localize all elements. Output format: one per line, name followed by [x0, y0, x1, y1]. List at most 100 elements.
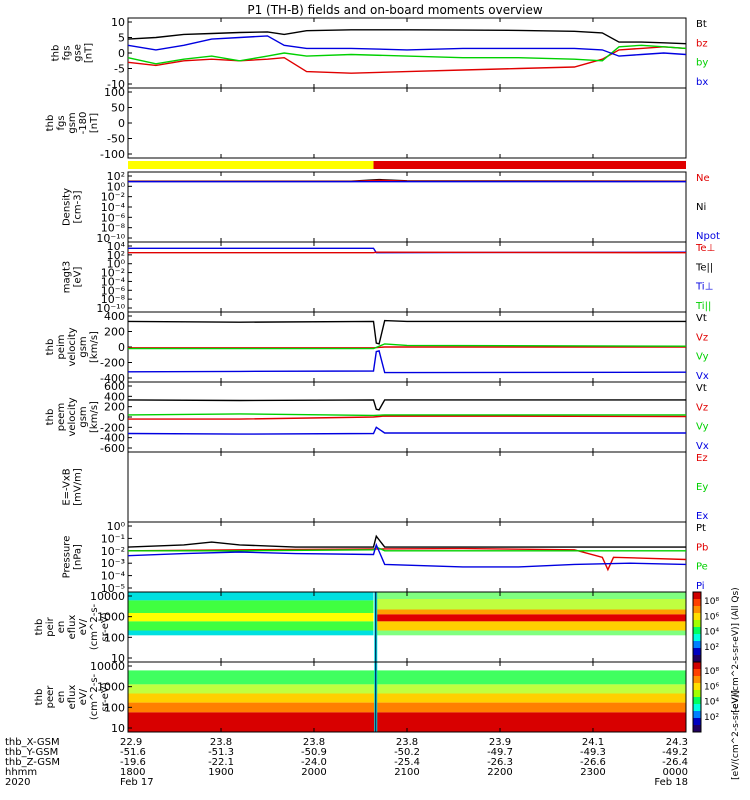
colorbar-tick-label: 10² — [704, 643, 719, 653]
colorbar-segment — [693, 697, 701, 705]
y-tick-label: -5 — [114, 63, 125, 76]
y-tick-label: 10⁻⁶ — [101, 284, 126, 297]
x-tick-label-z-gsm: -22.1 — [208, 757, 234, 768]
y-tick-label: -400 — [100, 432, 125, 445]
spectrogram-band — [128, 684, 686, 694]
colorbar-group: 10⁸ 10⁶ 10⁴ 10² 10⁸ 10⁶ 10⁴ 10² [eV/(cm^2-s-sr-e… — [692, 587, 741, 780]
legend-entry: Bt — [696, 19, 707, 30]
x-tick-label-x-gsm: 22.9 — [120, 737, 142, 748]
colorbar-tick-label: 10⁶ — [704, 612, 719, 622]
x-tick-label-x-gsm: 23.9 — [489, 737, 511, 748]
legend-entry: Pe — [696, 562, 708, 573]
panel-frame — [127, 171, 687, 243]
spectrogram-band — [128, 635, 374, 662]
x-tick-label-y-gsm: -49.7 — [487, 747, 513, 758]
series-line-pb — [127, 547, 687, 572]
spectrogram-band — [376, 614, 686, 622]
y-tick-label: 400 — [104, 390, 125, 403]
colorbar-segment — [693, 634, 701, 642]
y-axis-label: sr-eV) — [100, 612, 111, 641]
colorbar-segment — [693, 669, 701, 677]
spectrogram-band — [128, 702, 686, 713]
series-line-vt — [127, 399, 686, 411]
colorbar-frame — [692, 661, 702, 733]
y-tick-label: 10⁰ — [107, 180, 126, 193]
spectrogram-band — [128, 600, 374, 613]
colorbar-segment — [693, 655, 701, 663]
colorbar-segment — [693, 690, 701, 698]
y-axis-label: thb — [45, 409, 56, 426]
y-axis-label: velocity — [67, 397, 78, 436]
x-row-label: thb_Y-GSM — [5, 747, 58, 758]
y-axis-label: gsm — [78, 336, 89, 357]
y-tick-label: 10 — [111, 652, 125, 665]
y-axis-label: peim — [56, 334, 67, 359]
series-line-by — [127, 44, 687, 65]
y-tick-label: 10⁻⁸ — [101, 293, 126, 306]
y-axis-label: eflux — [67, 615, 78, 640]
spectrogram-band — [376, 599, 686, 610]
y-axis-label: (cm^2-s- — [89, 603, 100, 650]
series-line-vy — [128, 343, 687, 350]
series-line-pi — [127, 542, 687, 568]
x-date-label: Feb 17 — [120, 777, 154, 788]
y-axis-label: fgs — [62, 45, 73, 60]
y-axis-label: sr-eV) — [100, 682, 111, 711]
legend-entry: bz — [696, 38, 708, 49]
series-line-bz — [127, 46, 687, 74]
y-tick-label: 10⁻⁴ — [101, 201, 126, 214]
y-tick-label: 10000 — [90, 660, 125, 673]
legend-entry: bx — [696, 77, 708, 88]
y-axis-label: eV/ — [78, 618, 89, 635]
colorbar-tick-label: 10⁴ — [704, 628, 719, 638]
panel-frame — [127, 17, 687, 89]
y-tick-label: 100 — [104, 631, 125, 644]
panel-frame — [127, 451, 687, 523]
spectrogram-band — [376, 592, 686, 599]
spectrogram-band — [128, 693, 686, 703]
x-tick-label-z-gsm: -26.4 — [662, 757, 688, 768]
legend-entry: Vx — [696, 441, 709, 452]
x-tick-label-x-gsm: 24.3 — [666, 737, 688, 748]
plot-title: P1 (TH-B) fields and on-board moments ov… — [247, 3, 543, 17]
legend-entry: Pt — [696, 523, 706, 534]
y-tick-label: 0 — [118, 341, 125, 354]
y-axis-label: en — [56, 621, 67, 634]
y-axis-label: thb — [45, 339, 56, 356]
legend-entry: Vx — [696, 371, 709, 382]
series-line-vy — [127, 413, 686, 417]
colorbar-segment — [693, 620, 701, 628]
colorbar-segment — [693, 676, 701, 684]
panel-peim-velocity: 400 200 0 -200 -400 thb peim velocity gsm [km/s] V… — [45, 310, 709, 385]
y-tick-label: -200 — [100, 421, 125, 434]
x-tick-label-y-gsm: -49.3 — [580, 747, 606, 758]
x-tick-label-y-gsm: -51.3 — [208, 747, 234, 758]
y-tick-label: -200 — [100, 357, 125, 370]
colorbar-segment — [693, 599, 701, 607]
legend-entry: Vz — [696, 402, 708, 413]
x-tick-label-hhmm: 0000 — [663, 767, 688, 778]
y-tick-label: 10⁻⁵ — [101, 582, 125, 595]
y-axis-label: -180 — [78, 112, 89, 135]
y-axis-label: peer — [45, 685, 56, 709]
legend-entry: Ey — [696, 482, 708, 493]
y-axis-label: thb — [45, 115, 56, 132]
y-tick-label: -50 — [107, 133, 125, 146]
y-axis-label: gse — [73, 44, 84, 62]
x-tick-label-x-gsm: 24.1 — [582, 737, 604, 748]
y-tick-label: 10⁻¹⁰ — [96, 302, 125, 315]
legend-entry: Te|| — [695, 262, 713, 273]
mode-segment — [128, 161, 374, 169]
y-tick-label: -600 — [100, 442, 125, 455]
y-tick-label: 100 — [104, 701, 125, 714]
y-axis-label: gsm — [78, 406, 89, 427]
y-axis-label: eflux — [67, 685, 78, 710]
y-axis-label: E=-VxB — [62, 468, 73, 505]
y-axis-label: [km/s] — [89, 401, 100, 433]
x-row-label: thb_Z-GSM — [5, 757, 60, 768]
